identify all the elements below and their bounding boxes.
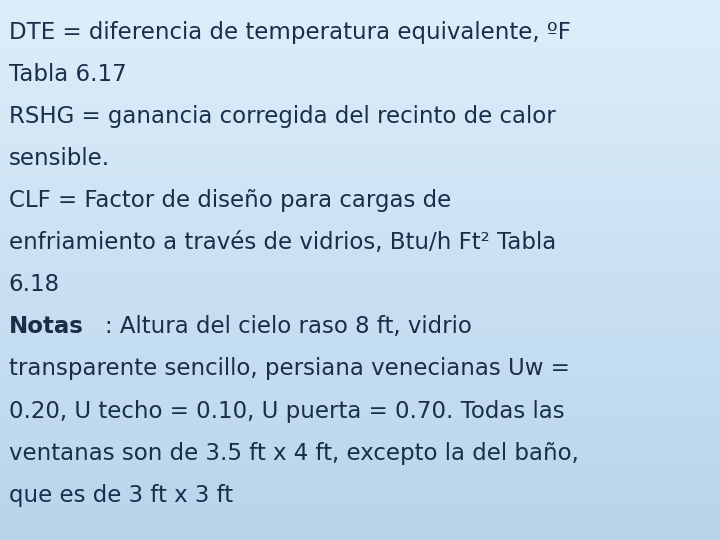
Text: ventanas son de 3.5 ft x 4 ft, excepto la del baño,: ventanas son de 3.5 ft x 4 ft, excepto l…	[9, 442, 578, 465]
Text: DTE = diferencia de temperatura equivalente, ºF: DTE = diferencia de temperatura equivale…	[9, 21, 570, 44]
Text: Notas: Notas	[9, 315, 84, 339]
Text: 0.20, U techo = 0.10, U puerta = 0.70. Todas las: 0.20, U techo = 0.10, U puerta = 0.70. T…	[9, 400, 564, 423]
Text: sensible.: sensible.	[9, 147, 109, 170]
Text: : Altura del cielo raso 8 ft, vidrio: : Altura del cielo raso 8 ft, vidrio	[105, 315, 472, 339]
Text: transparente sencillo, persiana venecianas Uw =: transparente sencillo, persiana venecian…	[9, 357, 570, 381]
Text: RSHG = ganancia corregida del recinto de calor: RSHG = ganancia corregida del recinto de…	[9, 105, 555, 128]
Text: que es de 3 ft x 3 ft: que es de 3 ft x 3 ft	[9, 484, 233, 507]
Text: enfriamiento a través de vidrios, Btu/h Ft² Tabla: enfriamiento a través de vidrios, Btu/h …	[9, 231, 556, 254]
Text: 6.18: 6.18	[9, 273, 60, 296]
Text: Tabla 6.17: Tabla 6.17	[9, 63, 127, 86]
Text: CLF = Factor de diseño para cargas de: CLF = Factor de diseño para cargas de	[9, 189, 451, 212]
